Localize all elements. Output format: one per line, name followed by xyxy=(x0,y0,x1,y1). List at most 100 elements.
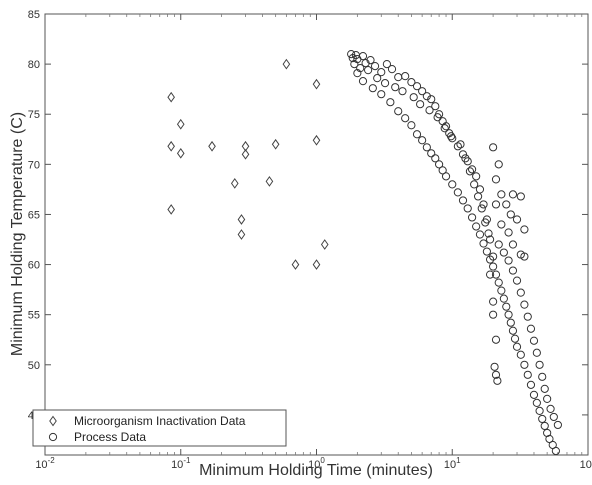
data-point-circle xyxy=(508,266,518,275)
data-point-circle xyxy=(440,124,449,133)
y-tick-label: 55 xyxy=(28,310,40,322)
data-point-circle xyxy=(532,398,541,407)
x-tick-label: 100 xyxy=(308,456,325,471)
data-point-circle xyxy=(504,228,513,237)
data-point-diamond xyxy=(312,134,321,146)
data-point-circle xyxy=(485,255,495,264)
data-point-circle xyxy=(418,136,427,145)
data-point-diamond xyxy=(265,176,274,187)
data-point-circle xyxy=(418,87,427,96)
data-point-circle xyxy=(407,121,416,130)
legend-circle-icon xyxy=(48,432,58,442)
data-point-circle xyxy=(427,149,436,158)
y-tick-label: 85 xyxy=(28,9,40,21)
x-tick-label: 10-1 xyxy=(171,456,191,471)
data-point-circle xyxy=(448,180,457,189)
data-point-circle xyxy=(520,252,529,261)
data-point-circle xyxy=(453,142,462,151)
data-point-circle xyxy=(538,372,547,381)
x-tick-label: 101 xyxy=(444,456,461,471)
y-tick-label: 50 xyxy=(28,360,40,372)
data-point-circle xyxy=(491,200,501,209)
series-microorganism-inactivation xyxy=(167,58,329,270)
data-point-circle xyxy=(412,82,422,91)
y-tick-label: 65 xyxy=(28,209,40,221)
data-point-circle xyxy=(520,300,529,309)
data-point-circle xyxy=(467,165,477,174)
data-point-circle xyxy=(391,83,400,92)
data-point-diamond xyxy=(237,214,246,225)
data-points xyxy=(167,49,562,456)
data-point-diamond xyxy=(291,259,300,270)
y-tick-label: 60 xyxy=(28,260,40,272)
data-point-diamond xyxy=(230,178,239,189)
data-point-circle xyxy=(425,106,434,115)
data-point-circle xyxy=(529,390,539,399)
data-point-circle xyxy=(479,239,488,248)
data-point-circle xyxy=(520,360,529,369)
y-tick-label: 80 xyxy=(28,59,40,71)
legend-diamond-icon xyxy=(49,415,57,427)
data-point-circle xyxy=(479,200,488,209)
data-point-circle xyxy=(494,160,503,169)
data-point-circle xyxy=(386,98,395,107)
data-point-circle xyxy=(370,62,380,71)
data-point-diamond xyxy=(167,91,175,103)
data-point-diamond xyxy=(282,58,291,70)
legend: Microorganism Inactivation Data Process … xyxy=(32,409,287,447)
x-tick-label: 10-2 xyxy=(35,456,55,471)
data-point-diamond xyxy=(176,147,185,159)
data-point-circle xyxy=(441,122,451,131)
data-point-circle xyxy=(491,335,501,344)
data-point-circle xyxy=(438,166,447,175)
data-point-circle xyxy=(416,100,425,109)
data-point-circle xyxy=(549,412,558,422)
y-tick-label: 70 xyxy=(28,159,40,171)
data-point-circle xyxy=(499,294,508,303)
data-point-circle xyxy=(504,310,513,319)
data-point-circle xyxy=(481,218,490,227)
x-axis-title: Minimum Holding Time (minutes) xyxy=(199,462,433,479)
data-point-circle xyxy=(553,420,562,430)
y-tick-label: 75 xyxy=(28,109,40,121)
data-point-circle xyxy=(516,288,525,297)
legend-marker-diamond xyxy=(49,415,57,427)
data-point-circle xyxy=(494,278,503,287)
data-point-circle xyxy=(473,192,483,201)
data-point-diamond xyxy=(167,140,175,152)
data-point-circle xyxy=(493,376,502,385)
data-point-circle xyxy=(401,114,410,123)
data-point-circle xyxy=(540,384,549,393)
data-point-diamond xyxy=(271,138,280,150)
data-point-circle xyxy=(431,154,440,163)
legend-marker-circle xyxy=(48,432,58,442)
data-point-circle xyxy=(508,326,518,335)
data-point-circle xyxy=(482,247,492,256)
data-point-circle xyxy=(353,69,362,78)
data-point-circle xyxy=(398,87,407,96)
data-point-circle xyxy=(358,51,368,61)
data-point-diamond xyxy=(241,148,250,160)
plot-frame xyxy=(44,13,589,456)
data-point-diamond xyxy=(312,78,321,90)
data-point-diamond xyxy=(237,229,246,240)
data-point-circle xyxy=(387,65,397,74)
data-point-circle xyxy=(433,113,442,122)
x-axis-ticks: 10-2 10-1 100 101 102 xyxy=(35,14,592,471)
data-point-diamond xyxy=(167,204,175,215)
data-point-circle xyxy=(467,213,477,222)
data-point-circle xyxy=(502,302,511,311)
data-point-circle xyxy=(489,143,498,152)
data-point-circle xyxy=(520,225,529,234)
data-point-circle xyxy=(380,79,390,88)
data-point-circle xyxy=(510,334,520,343)
data-point-circle xyxy=(448,134,457,143)
data-point-circle xyxy=(532,348,541,357)
data-point-circle xyxy=(535,360,544,369)
data-point-circle xyxy=(543,394,552,403)
data-point-circle xyxy=(516,192,525,201)
data-point-circle xyxy=(538,414,547,424)
data-point-circle xyxy=(491,270,501,279)
data-point-circle xyxy=(497,220,506,229)
data-point-circle xyxy=(491,370,501,379)
